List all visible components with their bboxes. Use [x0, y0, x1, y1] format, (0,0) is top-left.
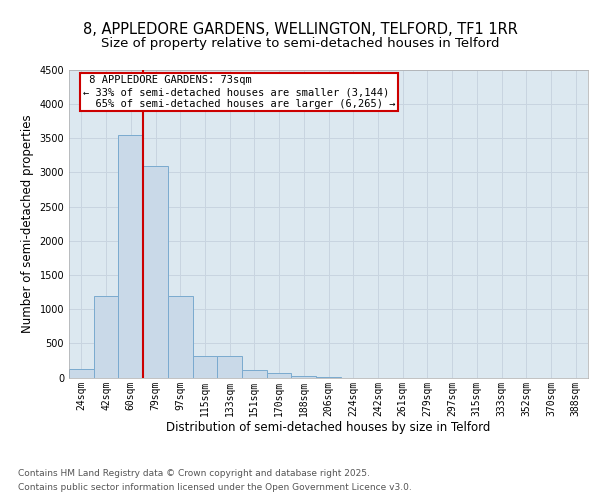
- Bar: [94, 296, 118, 378]
- Bar: [168, 296, 193, 378]
- Y-axis label: Number of semi-detached properties: Number of semi-detached properties: [21, 114, 34, 333]
- Bar: [292, 376, 316, 378]
- Text: 8 APPLEDORE GARDENS: 73sqm
← 33% of semi-detached houses are smaller (3,144)
  6: 8 APPLEDORE GARDENS: 73sqm ← 33% of semi…: [83, 76, 395, 108]
- Bar: [69, 370, 94, 378]
- Bar: [143, 166, 168, 378]
- Bar: [193, 356, 217, 378]
- Text: Size of property relative to semi-detached houses in Telford: Size of property relative to semi-detach…: [101, 38, 499, 51]
- Bar: [242, 370, 267, 378]
- Bar: [118, 135, 143, 378]
- Text: Contains HM Land Registry data © Crown copyright and database right 2025.: Contains HM Land Registry data © Crown c…: [18, 468, 370, 477]
- Bar: [217, 356, 242, 378]
- X-axis label: Distribution of semi-detached houses by size in Telford: Distribution of semi-detached houses by …: [166, 421, 491, 434]
- Text: 8, APPLEDORE GARDENS, WELLINGTON, TELFORD, TF1 1RR: 8, APPLEDORE GARDENS, WELLINGTON, TELFOR…: [83, 22, 517, 38]
- Text: Contains public sector information licensed under the Open Government Licence v3: Contains public sector information licen…: [18, 484, 412, 492]
- Bar: [267, 374, 292, 378]
